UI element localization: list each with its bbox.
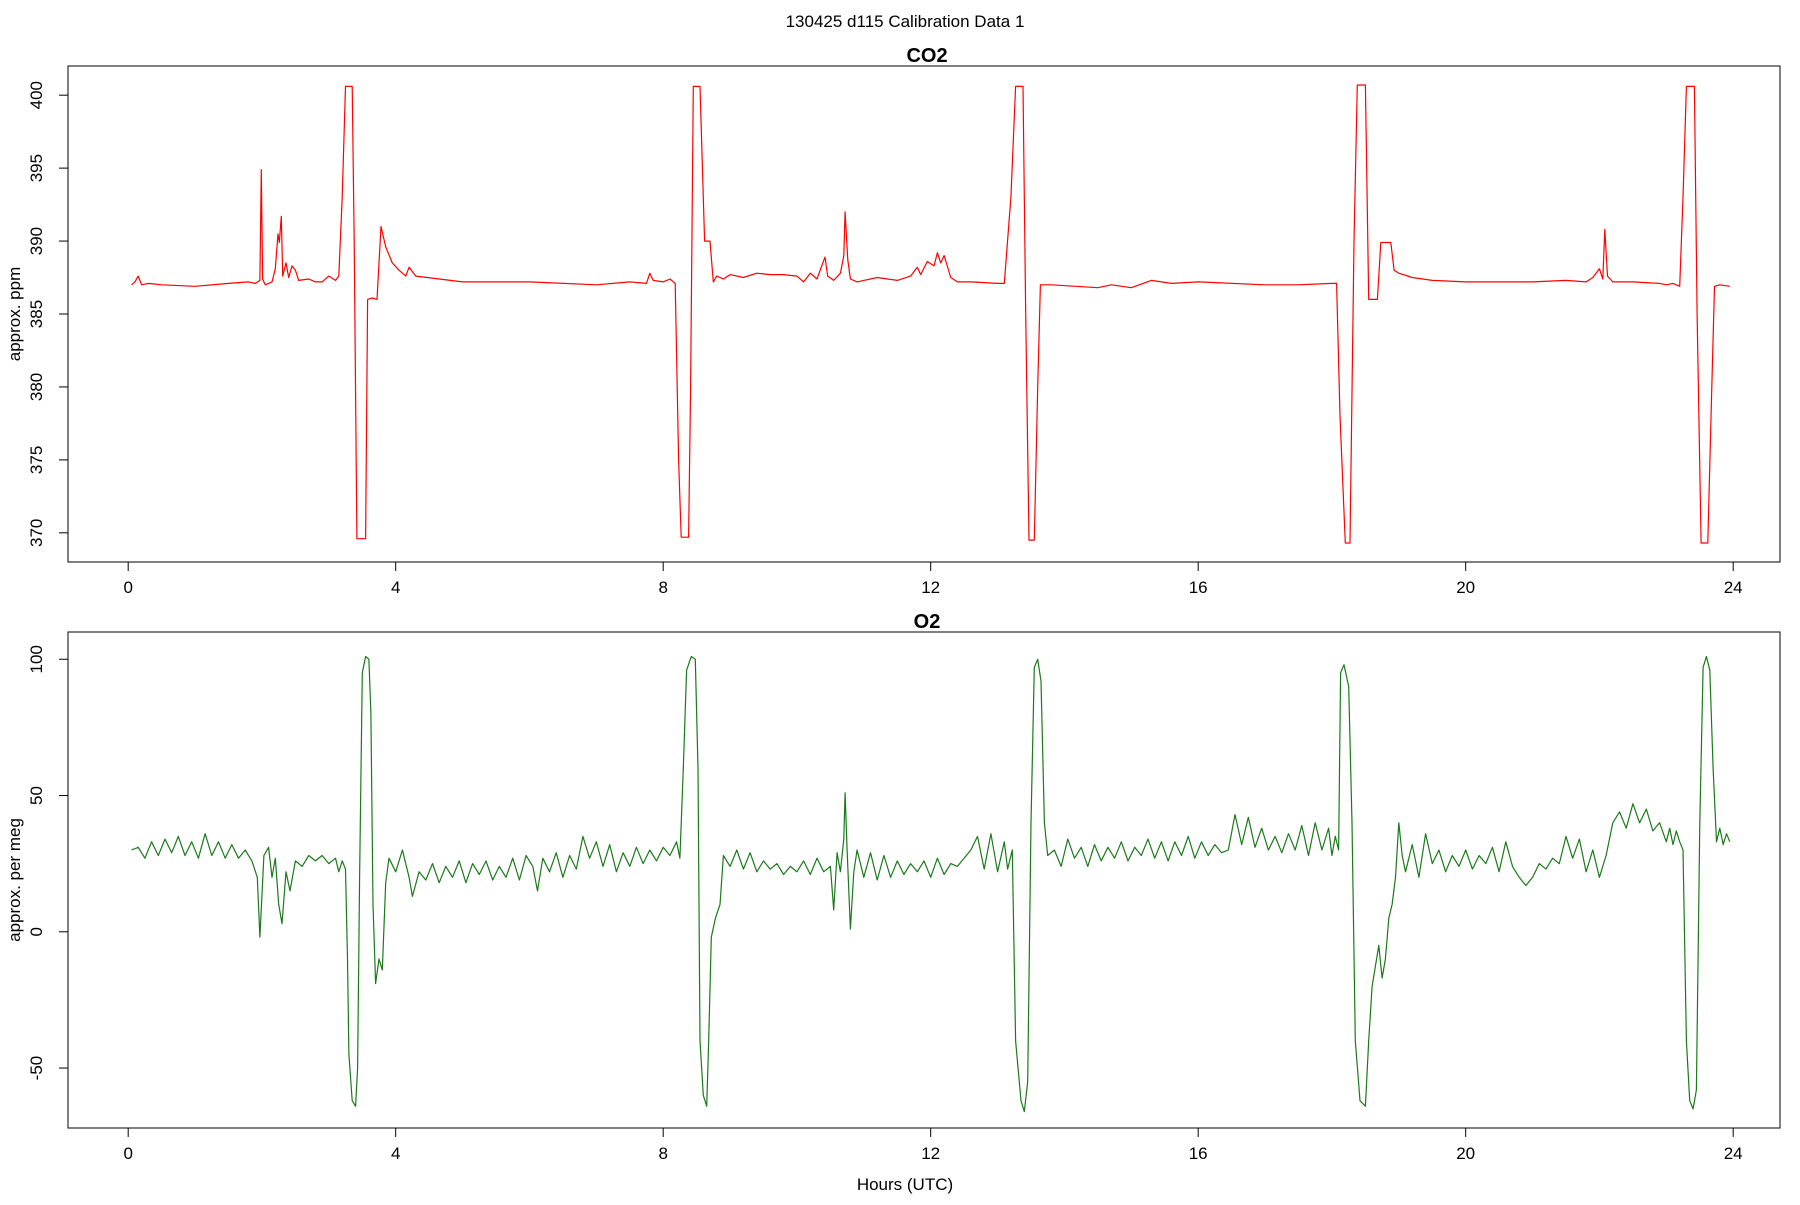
panel-co2: CO2 approx. ppm 370 375 380 385 390 395 400 0 4… bbox=[5, 45, 1781, 597]
x-tick-label: 20 bbox=[1456, 578, 1475, 597]
x-tick-label: 12 bbox=[921, 1144, 940, 1163]
x-tick-label: 4 bbox=[391, 1144, 400, 1163]
panel-o2: O2 approx. per meg -50 0 50 100 0 4 8 12 16 20 24 bbox=[5, 611, 1781, 1163]
y-axis-label: approx. ppm bbox=[5, 267, 24, 362]
x-tick-label: 24 bbox=[1724, 578, 1743, 597]
figure-suptitle: 130425 d115 Calibration Data 1 bbox=[786, 12, 1025, 31]
x-tick-label: 16 bbox=[1189, 578, 1208, 597]
panel-title: CO2 bbox=[906, 45, 947, 67]
y-ticks: -50 0 50 100 bbox=[27, 645, 68, 1080]
y-tick-label: 380 bbox=[27, 373, 46, 401]
panel-title: O2 bbox=[914, 611, 941, 633]
y-axis-label: approx. per meg bbox=[5, 818, 24, 942]
y-ticks: 370 375 380 385 390 395 400 bbox=[27, 81, 68, 547]
series-group bbox=[131, 655, 1731, 1113]
x-ticks: 0 4 8 12 16 20 24 bbox=[123, 1127, 1743, 1163]
x-ticks: 0 4 8 12 16 20 24 bbox=[123, 561, 1743, 597]
series-line bbox=[131, 655, 1731, 1113]
y-tick-label: 370 bbox=[27, 519, 46, 547]
x-tick-label: 24 bbox=[1724, 1144, 1743, 1163]
y-tick-label: 390 bbox=[27, 227, 46, 255]
plot-frame bbox=[67, 631, 1781, 1129]
y-tick-label: 0 bbox=[27, 927, 46, 936]
x-tick-label: 12 bbox=[921, 578, 940, 597]
y-tick-label: 375 bbox=[27, 446, 46, 474]
x-axis-label: Hours (UTC) bbox=[857, 1175, 953, 1194]
y-tick-label: 50 bbox=[27, 786, 46, 805]
series-line bbox=[131, 84, 1730, 544]
series-group bbox=[131, 84, 1730, 544]
x-tick-label: 4 bbox=[391, 578, 400, 597]
y-tick-label: 100 bbox=[27, 645, 46, 673]
x-tick-label: 16 bbox=[1189, 1144, 1208, 1163]
x-tick-label: 0 bbox=[123, 578, 132, 597]
x-tick-label: 8 bbox=[658, 1144, 667, 1163]
plot-frame bbox=[67, 65, 1781, 563]
y-tick-label: 400 bbox=[27, 81, 46, 109]
y-tick-label: 385 bbox=[27, 300, 46, 328]
x-tick-label: 8 bbox=[658, 578, 667, 597]
y-tick-label: 395 bbox=[27, 154, 46, 182]
y-tick-label: -50 bbox=[27, 1056, 46, 1081]
x-tick-label: 0 bbox=[123, 1144, 132, 1163]
x-tick-label: 20 bbox=[1456, 1144, 1475, 1163]
